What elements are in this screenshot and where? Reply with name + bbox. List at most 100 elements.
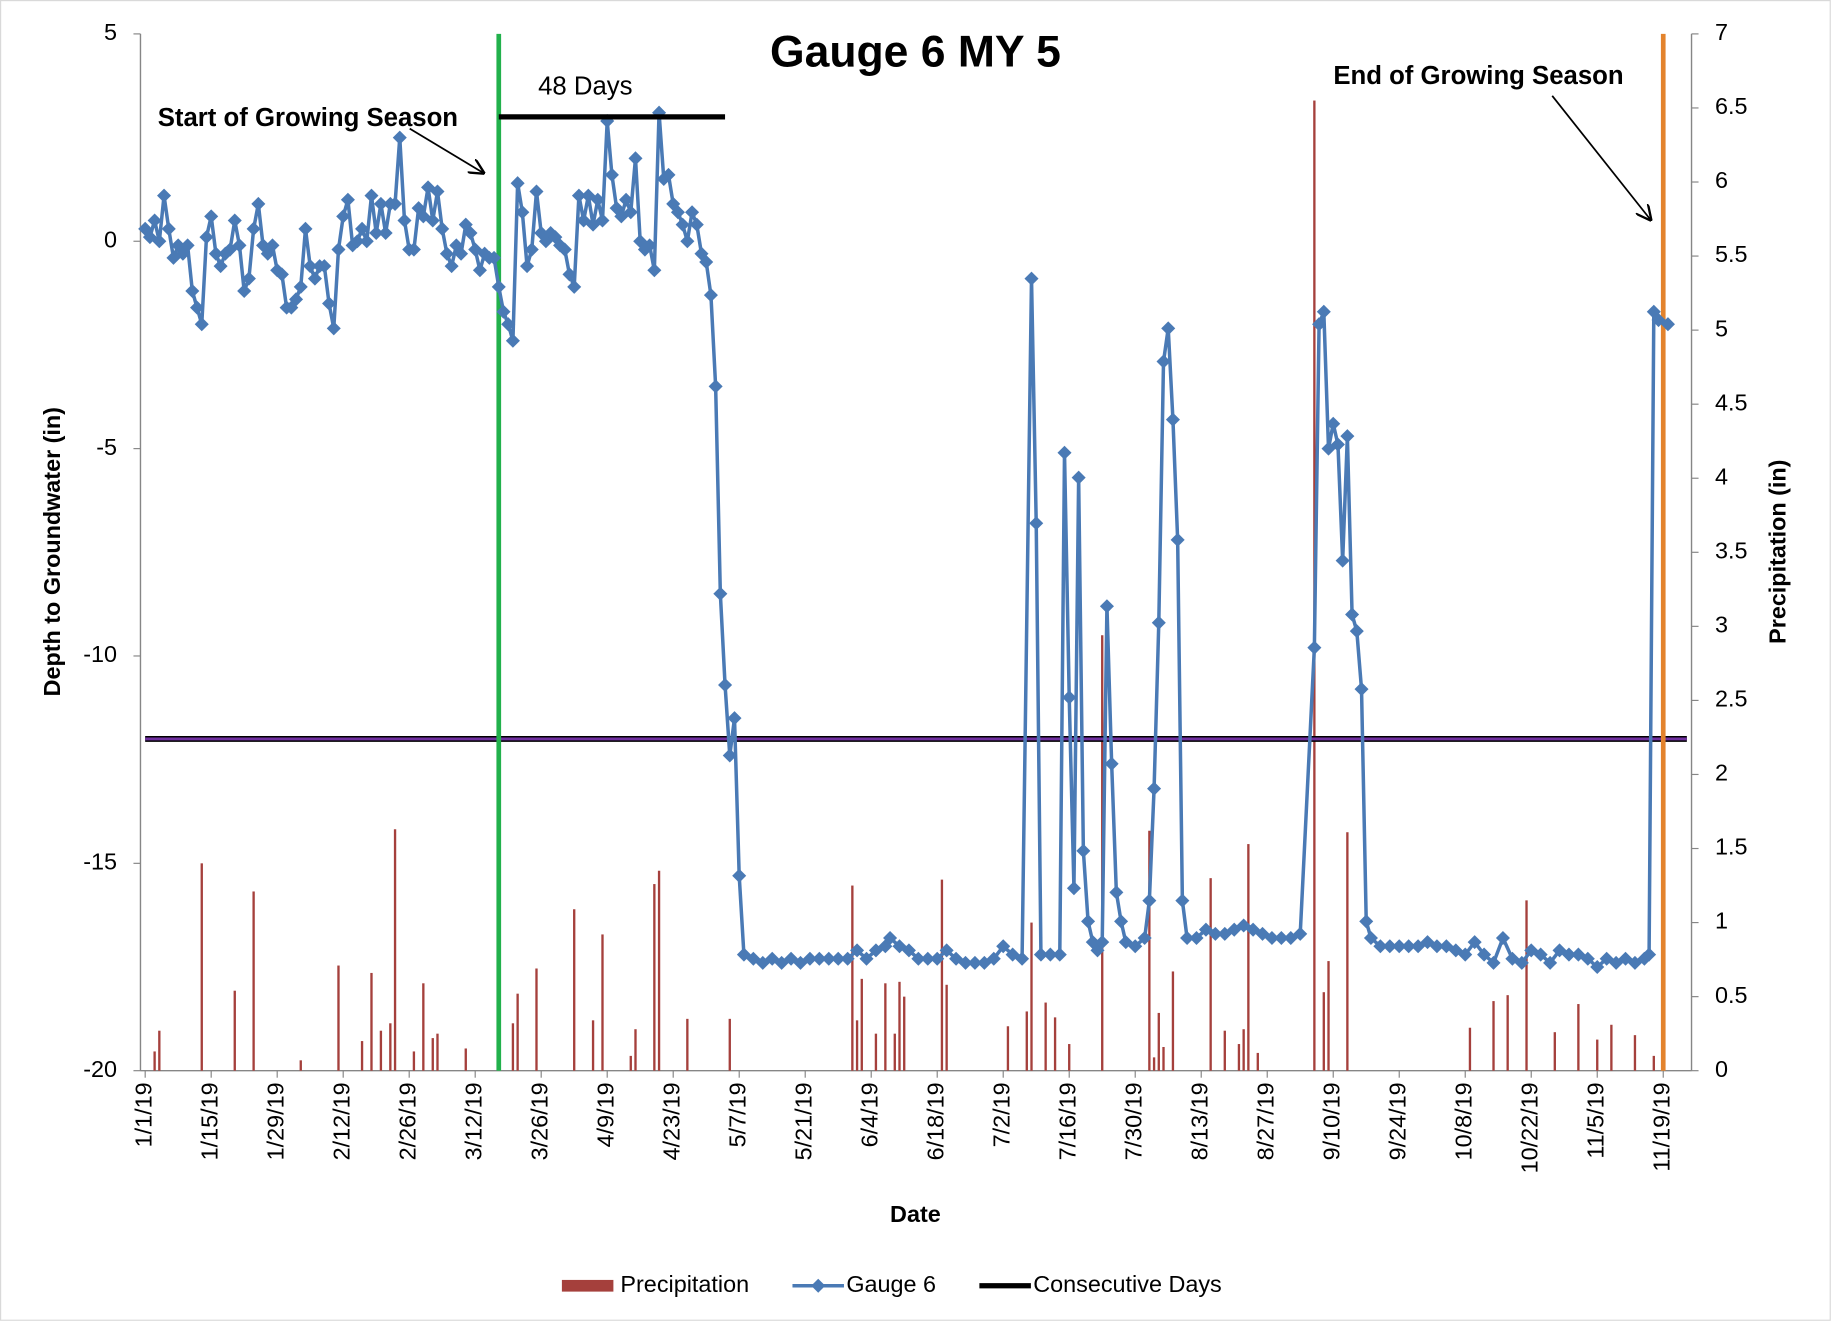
precipitation-bar xyxy=(389,1023,392,1071)
series-marker xyxy=(1335,553,1350,568)
precipitation-bar xyxy=(728,1018,731,1071)
series-marker xyxy=(1316,304,1331,319)
series-marker xyxy=(439,246,454,261)
annotation: Start of Growing Season xyxy=(158,104,458,132)
series-marker xyxy=(1580,951,1595,966)
series-marker xyxy=(1109,885,1124,900)
series-marker xyxy=(930,951,945,966)
series-marker xyxy=(1382,939,1397,954)
precipitation-bar xyxy=(1596,1039,1599,1071)
series-marker xyxy=(1363,930,1378,945)
legend-label: Consecutive Days xyxy=(1033,1271,1222,1297)
series-marker xyxy=(732,868,747,883)
precipitation-bar xyxy=(884,983,887,1071)
x-tick-label: 1/29/19 xyxy=(262,1082,288,1160)
series-marker xyxy=(821,951,836,966)
series-marker xyxy=(378,225,393,240)
series-marker xyxy=(1099,599,1114,614)
precipitation-bar xyxy=(1652,1055,1655,1071)
precipitation-bar xyxy=(860,978,863,1071)
series-marker xyxy=(586,217,601,232)
y2-tick-label: 3 xyxy=(1715,612,1728,638)
series-marker xyxy=(1477,947,1492,962)
x-tick-label: 11/5/19 xyxy=(1582,1082,1608,1158)
x-tick-label: 11/19/19 xyxy=(1648,1082,1674,1171)
legend-marker xyxy=(811,1278,826,1293)
annotation: 48 Days xyxy=(538,72,632,100)
series-marker xyxy=(1660,317,1675,332)
series-marker xyxy=(1104,756,1119,771)
annotation: End of Growing Season xyxy=(1333,62,1623,90)
series-marker xyxy=(958,955,973,970)
precipitation-bar xyxy=(379,1030,383,1071)
y2-tick-label: 1.5 xyxy=(1715,834,1748,860)
precipitation-bar xyxy=(370,972,373,1071)
precipitation-bar xyxy=(1256,1052,1259,1071)
series-marker xyxy=(1137,930,1152,945)
x-tick-label: 10/22/19 xyxy=(1516,1082,1542,1173)
legend-label: Precipitation xyxy=(620,1271,749,1297)
precipitation-bar xyxy=(601,934,604,1071)
series-marker xyxy=(689,217,704,232)
precipitation-bar xyxy=(851,885,854,1071)
series-marker xyxy=(1062,690,1077,705)
precipitation-bar xyxy=(1327,961,1330,1071)
series-marker xyxy=(996,939,1011,954)
series-marker xyxy=(180,238,195,253)
precipitation-bar xyxy=(1468,1027,1472,1071)
y2-tick-label: 5.5 xyxy=(1715,241,1748,267)
precipitation-bar xyxy=(1152,1057,1156,1071)
y2-tick-label: 0 xyxy=(1715,1056,1728,1082)
precipitation-bar xyxy=(158,1030,161,1071)
precipitation-bar xyxy=(153,1051,156,1071)
chart-title: Gauge 6 MY 5 xyxy=(770,28,1061,77)
series-marker xyxy=(722,748,737,763)
series-marker xyxy=(727,711,742,726)
series-marker xyxy=(1354,682,1369,697)
x-tick-label: 4/23/19 xyxy=(658,1082,684,1160)
precipitation-bar xyxy=(1553,1032,1556,1071)
precipitation-bar xyxy=(1242,1029,1245,1071)
series-marker xyxy=(1033,947,1048,962)
precipitation-bar xyxy=(511,1023,515,1071)
precipitation-bar xyxy=(634,1029,637,1071)
series-marker xyxy=(1156,354,1171,369)
precipitation-bar xyxy=(898,981,901,1071)
series-marker xyxy=(1373,939,1388,954)
precipitation-bar xyxy=(535,968,538,1071)
series-marker xyxy=(1543,955,1558,970)
series-marker xyxy=(1208,926,1223,941)
series-marker xyxy=(1359,914,1374,929)
annotation-arrow xyxy=(1551,95,1650,220)
series-marker xyxy=(604,167,619,182)
series-marker xyxy=(1340,429,1355,444)
series-marker xyxy=(1495,930,1510,945)
series-marker xyxy=(397,213,412,228)
x-tick-label: 1/15/19 xyxy=(196,1082,222,1160)
precipitation-bar xyxy=(591,1020,595,1071)
series-marker xyxy=(1071,470,1086,485)
series-marker xyxy=(1486,955,1501,970)
series-marker xyxy=(1312,317,1327,332)
precipitation-bar xyxy=(1068,1044,1071,1071)
series-marker xyxy=(1151,615,1166,630)
series-marker xyxy=(967,955,982,970)
series-marker xyxy=(204,209,219,224)
series-marker xyxy=(1307,640,1322,655)
series-marker xyxy=(642,238,657,253)
series-marker xyxy=(1114,914,1129,929)
precipitation-bar xyxy=(1577,1004,1580,1071)
precipitation-bar xyxy=(422,983,425,1071)
series-marker xyxy=(1052,947,1067,962)
annotation-arrow xyxy=(409,127,484,173)
series-marker xyxy=(1274,930,1289,945)
series-marker xyxy=(1590,959,1605,975)
series-marker xyxy=(157,188,172,203)
series-marker xyxy=(355,221,370,236)
series-marker xyxy=(364,188,379,203)
series-marker xyxy=(1293,926,1308,941)
series-marker xyxy=(1514,955,1529,970)
precipitation-bar xyxy=(1525,900,1528,1071)
series-marker xyxy=(430,184,445,199)
